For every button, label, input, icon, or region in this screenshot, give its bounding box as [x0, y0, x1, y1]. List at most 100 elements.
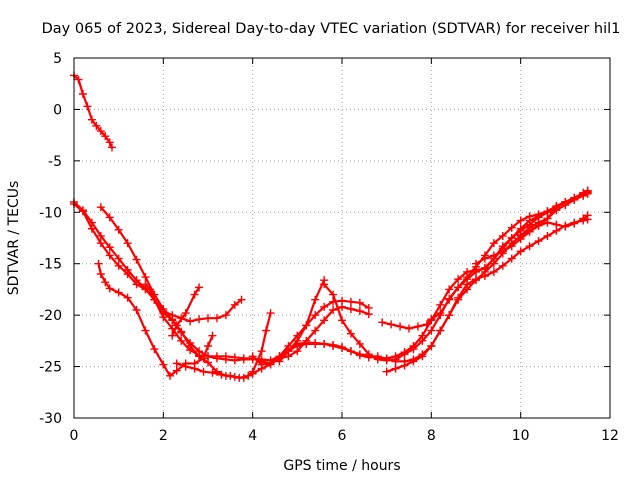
data-point-marker	[78, 207, 87, 216]
data-point-marker	[105, 138, 114, 147]
data-point-marker	[311, 326, 320, 335]
series-arc8	[172, 309, 275, 382]
data-point-marker	[320, 316, 329, 325]
data-point-marker	[132, 306, 141, 314]
x-tick-label: 2	[159, 428, 168, 444]
data-point-marker	[422, 320, 431, 329]
data-point-marker	[186, 338, 195, 347]
data-point-marker	[244, 371, 253, 380]
data-point-marker	[418, 352, 427, 361]
y-tick-label: 5	[53, 51, 62, 67]
y-tick-label: -5	[48, 154, 62, 170]
data-point-marker	[409, 357, 418, 366]
data-point-marker	[221, 311, 230, 320]
data-point-marker	[78, 90, 87, 98]
data-point-marker	[525, 226, 534, 235]
data-point-marker	[489, 259, 498, 268]
data-point-marker	[266, 309, 275, 318]
data-point-marker	[525, 212, 534, 221]
data-point-marker	[387, 320, 396, 329]
data-point-marker	[570, 219, 579, 228]
x-axis-label: GPS time / hours	[283, 458, 400, 474]
data-point-marker	[172, 321, 181, 330]
data-point-marker	[92, 121, 101, 130]
data-point-marker	[114, 288, 123, 297]
data-point-marker	[141, 273, 150, 282]
data-point-marker	[543, 218, 552, 227]
data-point-marker	[355, 350, 364, 359]
data-point-marker	[172, 359, 181, 368]
data-point-marker	[364, 303, 373, 312]
data-point-marker	[302, 321, 311, 330]
data-point-marker	[445, 295, 454, 304]
data-point-marker	[105, 213, 114, 222]
data-point-marker	[561, 222, 570, 231]
data-point-marker	[418, 336, 427, 345]
data-point-marker	[427, 342, 436, 350]
data-point-marker	[427, 315, 436, 324]
data-point-marker	[534, 221, 543, 230]
data-point-marker	[311, 338, 320, 347]
data-point-marker	[396, 322, 405, 331]
data-point-marker	[212, 314, 221, 323]
data-point-marker	[177, 336, 186, 345]
data-point-marker	[181, 362, 190, 371]
series-arc15	[516, 211, 592, 239]
data-point-marker	[480, 254, 489, 263]
data-point-marker	[190, 364, 199, 373]
data-point-marker	[382, 367, 391, 376]
data-point-marker	[105, 251, 114, 260]
data-point-marker	[409, 345, 418, 354]
series-arc5	[94, 259, 217, 380]
data-point-marker	[552, 203, 561, 212]
data-point-marker	[195, 351, 204, 360]
data-point-marker	[489, 251, 498, 260]
x-tick-label: 6	[338, 428, 347, 444]
data-point-marker	[212, 352, 221, 361]
data-point-marker	[561, 198, 570, 206]
data-point-marker	[346, 329, 355, 338]
data-point-marker	[436, 309, 445, 318]
data-point-marker	[378, 318, 387, 327]
data-point-marker	[177, 328, 186, 337]
data-point-marker	[94, 259, 103, 268]
data-point-marker	[237, 295, 246, 304]
data-point-marker	[463, 275, 472, 284]
data-point-marker	[346, 297, 355, 306]
data-point-marker	[579, 190, 588, 199]
data-point-marker	[355, 339, 364, 348]
data-point-marker	[507, 242, 516, 251]
data-point-marker	[114, 261, 123, 270]
data-point-marker	[436, 300, 445, 309]
data-point-marker	[186, 346, 195, 355]
data-point-marker	[293, 331, 302, 340]
data-point-marker	[101, 132, 110, 141]
data-point-marker	[400, 361, 409, 370]
data-point-marker	[472, 259, 480, 268]
data-point-marker	[168, 316, 177, 325]
series-arc1	[70, 71, 116, 152]
data-point-marker	[382, 356, 391, 365]
data-point-marker	[320, 339, 329, 348]
x-tick-label: 0	[70, 428, 79, 444]
chart-title: Day 065 of 2023, Sidereal Day-to-day VTE…	[42, 21, 621, 37]
x-tick-label: 8	[427, 428, 436, 444]
axis-ticks: 0 2 4 6 8 10 12 -30 -25 -20 -15 -10 -5 0 5	[39, 51, 619, 444]
y-tick-label: -25	[39, 360, 62, 376]
data-point-marker	[181, 309, 190, 318]
data-point-marker	[145, 285, 154, 294]
series-arc7	[168, 283, 204, 340]
data-point-marker	[159, 313, 168, 322]
data-point-marker	[87, 115, 96, 124]
data-point-marker	[284, 347, 293, 356]
data-point-marker	[230, 300, 239, 309]
y-tick-label: -10	[39, 205, 62, 221]
data-point-marker	[248, 352, 257, 361]
data-point-marker	[583, 211, 592, 220]
data-point-marker	[400, 350, 409, 359]
data-point-marker	[346, 304, 355, 313]
series-arc9	[248, 296, 373, 369]
data-point-marker	[364, 350, 373, 359]
data-point-marker	[579, 214, 588, 223]
